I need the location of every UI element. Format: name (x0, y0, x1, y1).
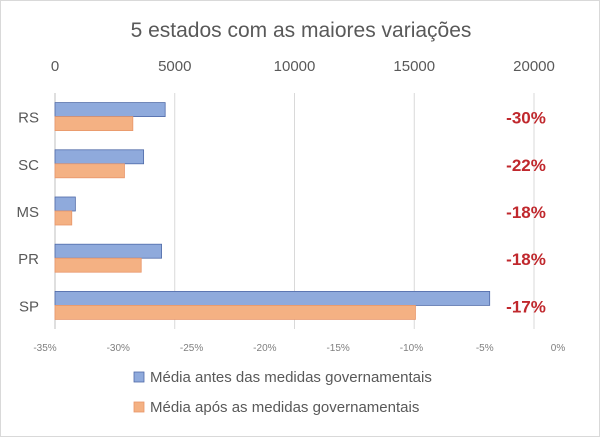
secondary-x-tick-label: -20% (253, 343, 276, 354)
legend-swatch (133, 401, 145, 413)
secondary-x-tick-label: -35% (33, 343, 56, 354)
category-label: SP (19, 298, 39, 315)
x-tick-label: 10000 (274, 58, 316, 75)
variation-label: -17% (506, 297, 546, 316)
variation-label: -30% (506, 109, 546, 128)
x-tick-label: 0 (51, 58, 59, 75)
variation-label: -22% (506, 156, 546, 175)
category-label: RS (18, 110, 39, 127)
x-tick-label: 5000 (158, 58, 191, 75)
category-label: MS (17, 204, 40, 221)
bar-sc-after (54, 163, 125, 179)
bar-pr-after (54, 257, 142, 273)
secondary-x-tick-label: -5% (476, 343, 494, 354)
category-label: PR (18, 251, 39, 268)
bar-sp-after (54, 304, 416, 320)
x-tick-label: 20000 (513, 58, 555, 75)
bar-rs-before (54, 102, 166, 117)
bar-sc-before (54, 149, 145, 165)
bar-ms-after (54, 210, 73, 226)
bar-rs-after (54, 116, 134, 131)
bar-ms-before (54, 196, 76, 212)
variation-label: -18% (506, 250, 546, 269)
secondary-x-tick-label: 0% (551, 343, 566, 354)
category-label: SC (18, 157, 39, 174)
bar-pr-before (54, 243, 162, 259)
legend-label: Média após as medidas governamentais (150, 399, 419, 416)
secondary-x-tick-label: -30% (107, 343, 130, 354)
legend-label: Média antes das medidas governamentais (150, 369, 432, 386)
variation-label: -18% (506, 203, 546, 222)
secondary-x-tick-label: -25% (180, 343, 203, 354)
chart-title: 5 estados com as maiores variações (131, 19, 472, 42)
x-tick-label: 15000 (393, 58, 435, 75)
legend-swatch (133, 371, 145, 383)
bar-sp-before (54, 290, 491, 306)
secondary-x-tick-label: -15% (326, 343, 349, 354)
secondary-x-tick-label: -10% (400, 343, 423, 354)
